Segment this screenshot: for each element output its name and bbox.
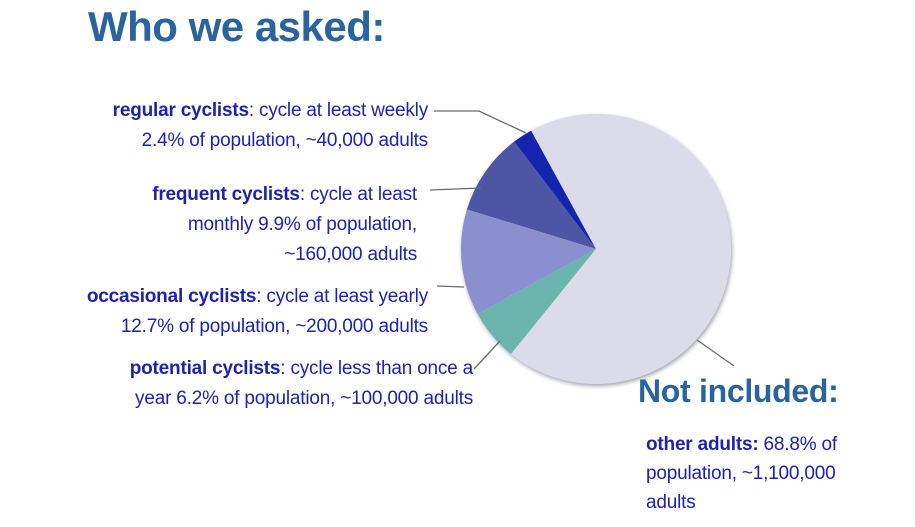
callout-frequent-line1: frequent cyclists: cycle at least — [152, 180, 417, 210]
callout-occasional-stats: 12.7% of population, ~200,000 adults — [120, 316, 428, 337]
callout-regular-term: regular cyclists — [112, 100, 249, 121]
callout-regular-line1: regular cyclists: cycle at least weekly — [112, 96, 429, 126]
pie-slice-frequent — [466, 141, 596, 249]
callout-other-line1: other adults: 68.8% of — [646, 430, 837, 459]
callout-other-adults: other adults: 68.8% of population, ~1,10… — [646, 430, 837, 517]
callout-regular-cyclists: regular cyclists: cycle at least weekly … — [112, 96, 429, 156]
callout-other-stats3: adults — [646, 492, 696, 513]
leader-line-frequent — [429, 187, 482, 191]
callout-potential-stats: year 6.2% of population, ~100,000 adults — [135, 388, 473, 409]
callout-frequent-cyclists: frequent cyclists: cycle at least monthl… — [152, 180, 417, 270]
page-title: Who we asked: — [88, 3, 385, 50]
leader-lines — [429, 110, 735, 370]
callout-occasional-line1: occasional cyclists: cycle at least year… — [87, 282, 428, 312]
leader-line-potential — [473, 340, 501, 370]
pie-slice-occasional — [460, 209, 596, 314]
callout-frequent-stats1: monthly 9.9% of population, — [187, 214, 417, 235]
pie-slice-regular — [514, 130, 596, 249]
callout-occasional-term: occasional cyclists — [86, 286, 257, 307]
callout-regular-stats: 2.4% of population, ~40,000 adults — [141, 130, 429, 151]
callout-other-term: other adults: — [646, 434, 759, 455]
callout-potential-term: potential cyclists — [129, 358, 281, 379]
callout-frequent-term: frequent cyclists — [152, 184, 300, 205]
pie-slice-other — [511, 114, 732, 385]
leader-line-not-included — [696, 339, 735, 367]
callout-occasional-definition: : cycle at least yearly — [256, 286, 428, 307]
not-included-heading: Not included: — [638, 373, 839, 409]
leader-line-occasional — [436, 285, 465, 288]
pie-slice-potential — [477, 249, 596, 354]
callout-potential-cyclists: potential cyclists: cycle less than once… — [130, 354, 473, 414]
callout-occasional-cyclists: occasional cyclists: cycle at least year… — [87, 282, 428, 342]
callout-potential-line1: potential cyclists: cycle less than once… — [130, 354, 473, 384]
callout-frequent-stats2: ~160,000 adults — [284, 244, 417, 265]
leader-line-regular — [434, 110, 527, 134]
callout-regular-definition: : cycle at least weekly — [248, 100, 428, 121]
callout-other-stats1: 68.8% of — [758, 434, 838, 455]
callout-potential-definition: : cycle less than once a — [280, 358, 473, 379]
callout-frequent-definition: : cycle at least — [299, 184, 417, 205]
callout-other-stats2: population, ~1,100,000 — [646, 463, 836, 484]
